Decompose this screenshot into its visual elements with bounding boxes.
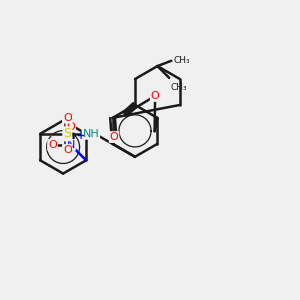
Text: −: − xyxy=(47,131,57,141)
Text: O: O xyxy=(48,140,57,150)
Text: +: + xyxy=(77,131,85,141)
Text: O: O xyxy=(66,122,75,132)
Text: CH₃: CH₃ xyxy=(170,83,187,92)
Text: NH: NH xyxy=(82,129,99,139)
Text: O: O xyxy=(63,145,72,155)
Text: S: S xyxy=(63,127,71,140)
Text: N: N xyxy=(67,140,75,150)
Text: O: O xyxy=(110,132,118,142)
Text: O: O xyxy=(63,112,72,123)
Text: O: O xyxy=(151,91,160,101)
Text: CH₃: CH₃ xyxy=(174,56,190,65)
